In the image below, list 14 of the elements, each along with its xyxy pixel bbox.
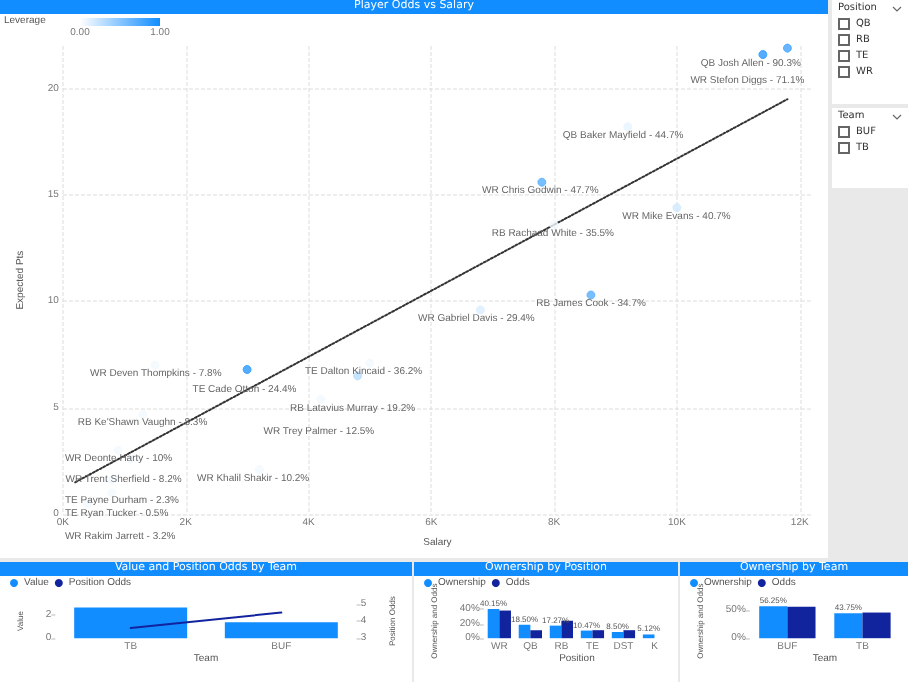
point bbox=[242, 364, 252, 374]
bar bbox=[549, 625, 562, 639]
bar bbox=[611, 632, 624, 639]
bar bbox=[518, 624, 531, 639]
bar bbox=[561, 620, 574, 639]
bar bbox=[487, 608, 500, 639]
point bbox=[672, 203, 682, 213]
bar bbox=[530, 630, 542, 639]
point bbox=[113, 445, 123, 455]
bar bbox=[592, 630, 605, 639]
bar bbox=[623, 630, 636, 639]
point bbox=[758, 50, 768, 60]
bar bbox=[499, 610, 511, 639]
point bbox=[782, 43, 792, 53]
